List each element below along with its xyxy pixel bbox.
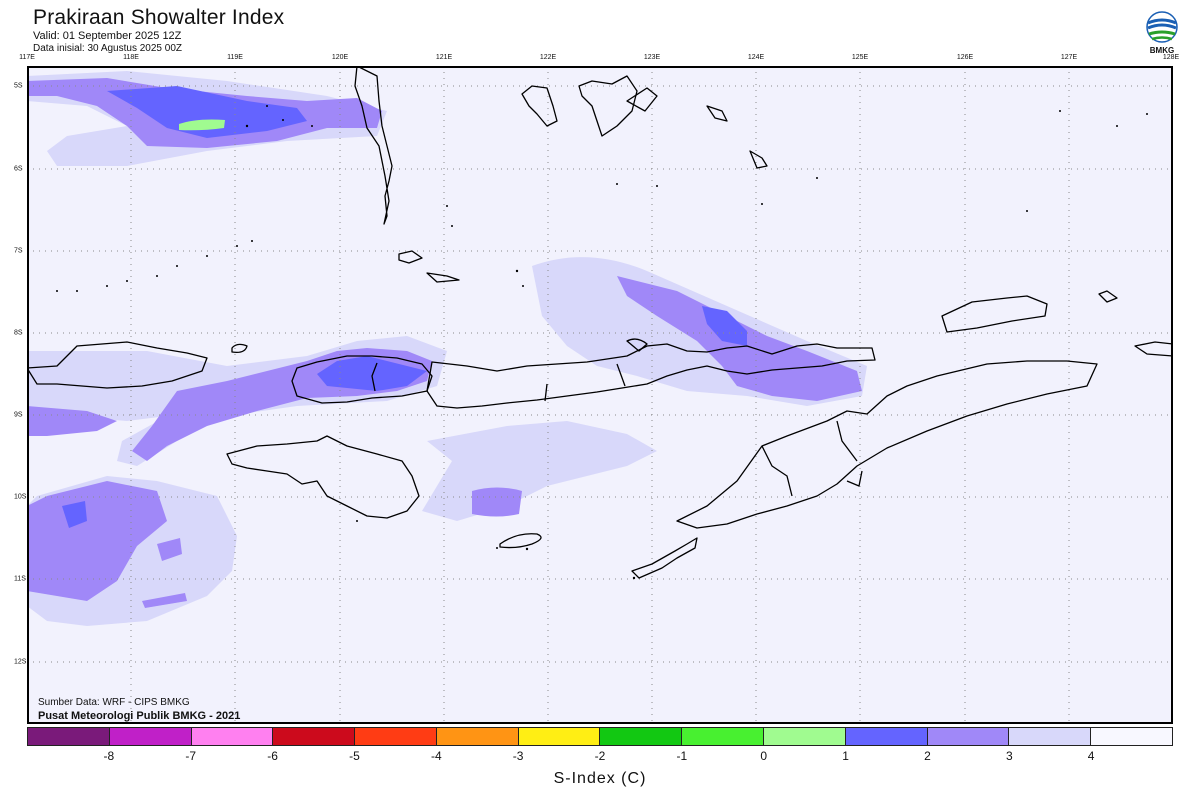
- coastlines: [27, 66, 1173, 579]
- islets: [56, 105, 1148, 580]
- lat-label: 9S: [14, 411, 23, 419]
- lon-label: 118E: [123, 54, 139, 61]
- lat-label: 12S: [14, 658, 27, 666]
- lon-label: 121E: [435, 54, 453, 61]
- contour-green: [179, 119, 225, 131]
- gridlines: [27, 66, 1173, 724]
- colorbar-segment: [355, 728, 437, 745]
- lon-label: 126E: [956, 54, 974, 61]
- lon-label: 117E: [19, 54, 35, 61]
- sumbawa-coast: [27, 341, 208, 389]
- lat-label: 5S: [14, 82, 23, 90]
- colorbar-segment: [600, 728, 683, 745]
- colorbar-tick-label: 1: [842, 749, 849, 763]
- lon-label: 128E: [1162, 54, 1180, 61]
- colorbar-segment: [191, 728, 274, 745]
- colorbar-tick-label: 0: [760, 749, 768, 763]
- map-frame: [27, 66, 1173, 724]
- colorbar-tick-label: 4: [1087, 749, 1095, 763]
- colorbar-tick-label: -3: [512, 749, 524, 763]
- bmkg-logo: BMKG: [1142, 8, 1182, 56]
- colorbar-segment: [518, 728, 601, 745]
- colorbar-tick-label: -5: [349, 749, 360, 763]
- colorbar-tick-label: -8: [103, 749, 115, 763]
- colorbar-segment: [273, 728, 356, 745]
- logo-label: BMKG: [1150, 46, 1174, 55]
- lat-label: 11S: [14, 575, 26, 583]
- lat-label: 8S: [14, 329, 23, 337]
- colorbar-segment: [845, 728, 928, 745]
- colorbar-segment: [1009, 728, 1092, 745]
- colorbar-tick-label: -6: [267, 749, 278, 763]
- colorbar-tick-label: -1: [676, 749, 688, 763]
- lon-label: 125E: [851, 54, 869, 61]
- sumba-coast: [226, 435, 420, 519]
- lon-label: 124E: [747, 54, 765, 61]
- colorbar-tick-label: 3: [1005, 749, 1013, 763]
- lon-label: 120E: [331, 54, 349, 61]
- lon-label: 127E: [1060, 54, 1078, 61]
- data-source: Sumber Data: WRF - CIPS BMKG: [38, 697, 190, 708]
- colorbar-tick-label: -2: [594, 749, 606, 763]
- lon-label: 123E: [643, 54, 661, 61]
- lat-label: 10S: [14, 493, 27, 501]
- map-title: Prakiraan Showalter Index: [33, 6, 285, 29]
- colorbar-segment: [682, 728, 765, 745]
- lon-label: 122E: [539, 54, 557, 61]
- sulawesi-coast: [354, 66, 393, 225]
- bmkg-logo-icon: BMKG: [1146, 11, 1178, 55]
- flores-coast: [426, 343, 876, 409]
- colorbar-tick-label: -7: [185, 749, 197, 763]
- colorbar-segment: [436, 728, 519, 745]
- contour-dark: [62, 86, 747, 528]
- colorbar-title: S-Index (C): [553, 770, 647, 787]
- colorbar: [27, 727, 1173, 746]
- colorbar-segment: [1091, 728, 1172, 745]
- colorbar-segment: [28, 728, 110, 745]
- map-panel: [27, 66, 1173, 724]
- lat-label: 6S: [14, 165, 23, 173]
- timor-coast: [676, 360, 1098, 529]
- valid-time: Valid: 01 September 2025 12Z: [33, 30, 182, 42]
- colorbar-tick-label: 2: [924, 749, 931, 763]
- lon-label: 119E: [227, 54, 243, 61]
- lat-label: 7S: [14, 247, 23, 255]
- colorbar-segment: [927, 728, 1010, 745]
- colorbar-segment: [764, 728, 846, 745]
- initial-time: Data inisial: 30 Agustus 2025 00Z: [33, 43, 182, 54]
- credit-center: Pusat Meteorologi Publik BMKG - 2021: [38, 710, 241, 722]
- colorbar-tick-label: -4: [430, 749, 442, 763]
- colorbar-segment: [109, 728, 192, 745]
